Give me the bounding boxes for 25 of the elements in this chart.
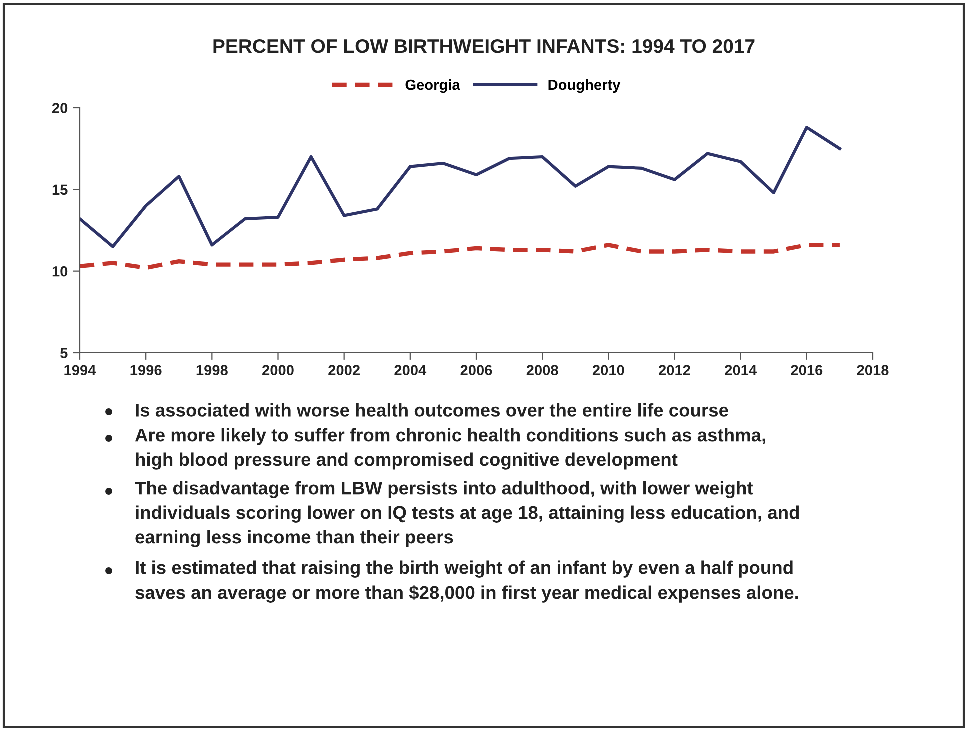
x-tick-label: 2006	[460, 365, 492, 376]
x-tick-label: 2012	[659, 365, 690, 376]
y-tick-label: 15	[52, 184, 68, 196]
chart-title: PERCENT OF LOW BIRTHWEIGHT INFANTS: 1994 TO 2017	[214, 39, 755, 54]
text: It is estimated that raising the birth weight of an infant by even a half pound saves an average or more than $28,000 in first year medical expenses alone.	[136, 560, 798, 603]
x-tick-label: 2016	[791, 365, 823, 376]
x-tick-label: 1996	[130, 365, 162, 376]
x-tick-label: 1994	[64, 365, 96, 376]
text: The disadvantage from LBW persists into adulthood, with lower weight individuals scoring lower on IQ tests at age 18, attaining less education, and earning less income than their peers	[135, 481, 800, 548]
text: Is associated with worse health outcomes over the entire life course	[136, 403, 728, 417]
x-tick-label: 2018	[857, 365, 889, 376]
x-tick-label: 2008	[526, 365, 558, 376]
y-tick-label: 5	[60, 348, 68, 358]
legend-label: Dougherty	[548, 79, 621, 94]
x-tick-label: 2002	[328, 365, 360, 376]
y-tick-label: 20	[52, 103, 68, 114]
legend-label: Georgia	[406, 79, 460, 94]
line-series	[80, 126, 842, 248]
text: Are more likely to suffer from chronic health conditions such as asthma, high blood pressure and compromised cognitive development	[135, 428, 766, 470]
y-tick-label: 10	[52, 266, 68, 277]
x-tick-label: 2010	[592, 365, 624, 376]
x-tick-label: 1998	[196, 365, 228, 376]
x-tick-label: 2014	[725, 365, 757, 376]
x-tick-label: 2000	[262, 365, 294, 376]
x-tick-label: 2004	[394, 365, 427, 376]
